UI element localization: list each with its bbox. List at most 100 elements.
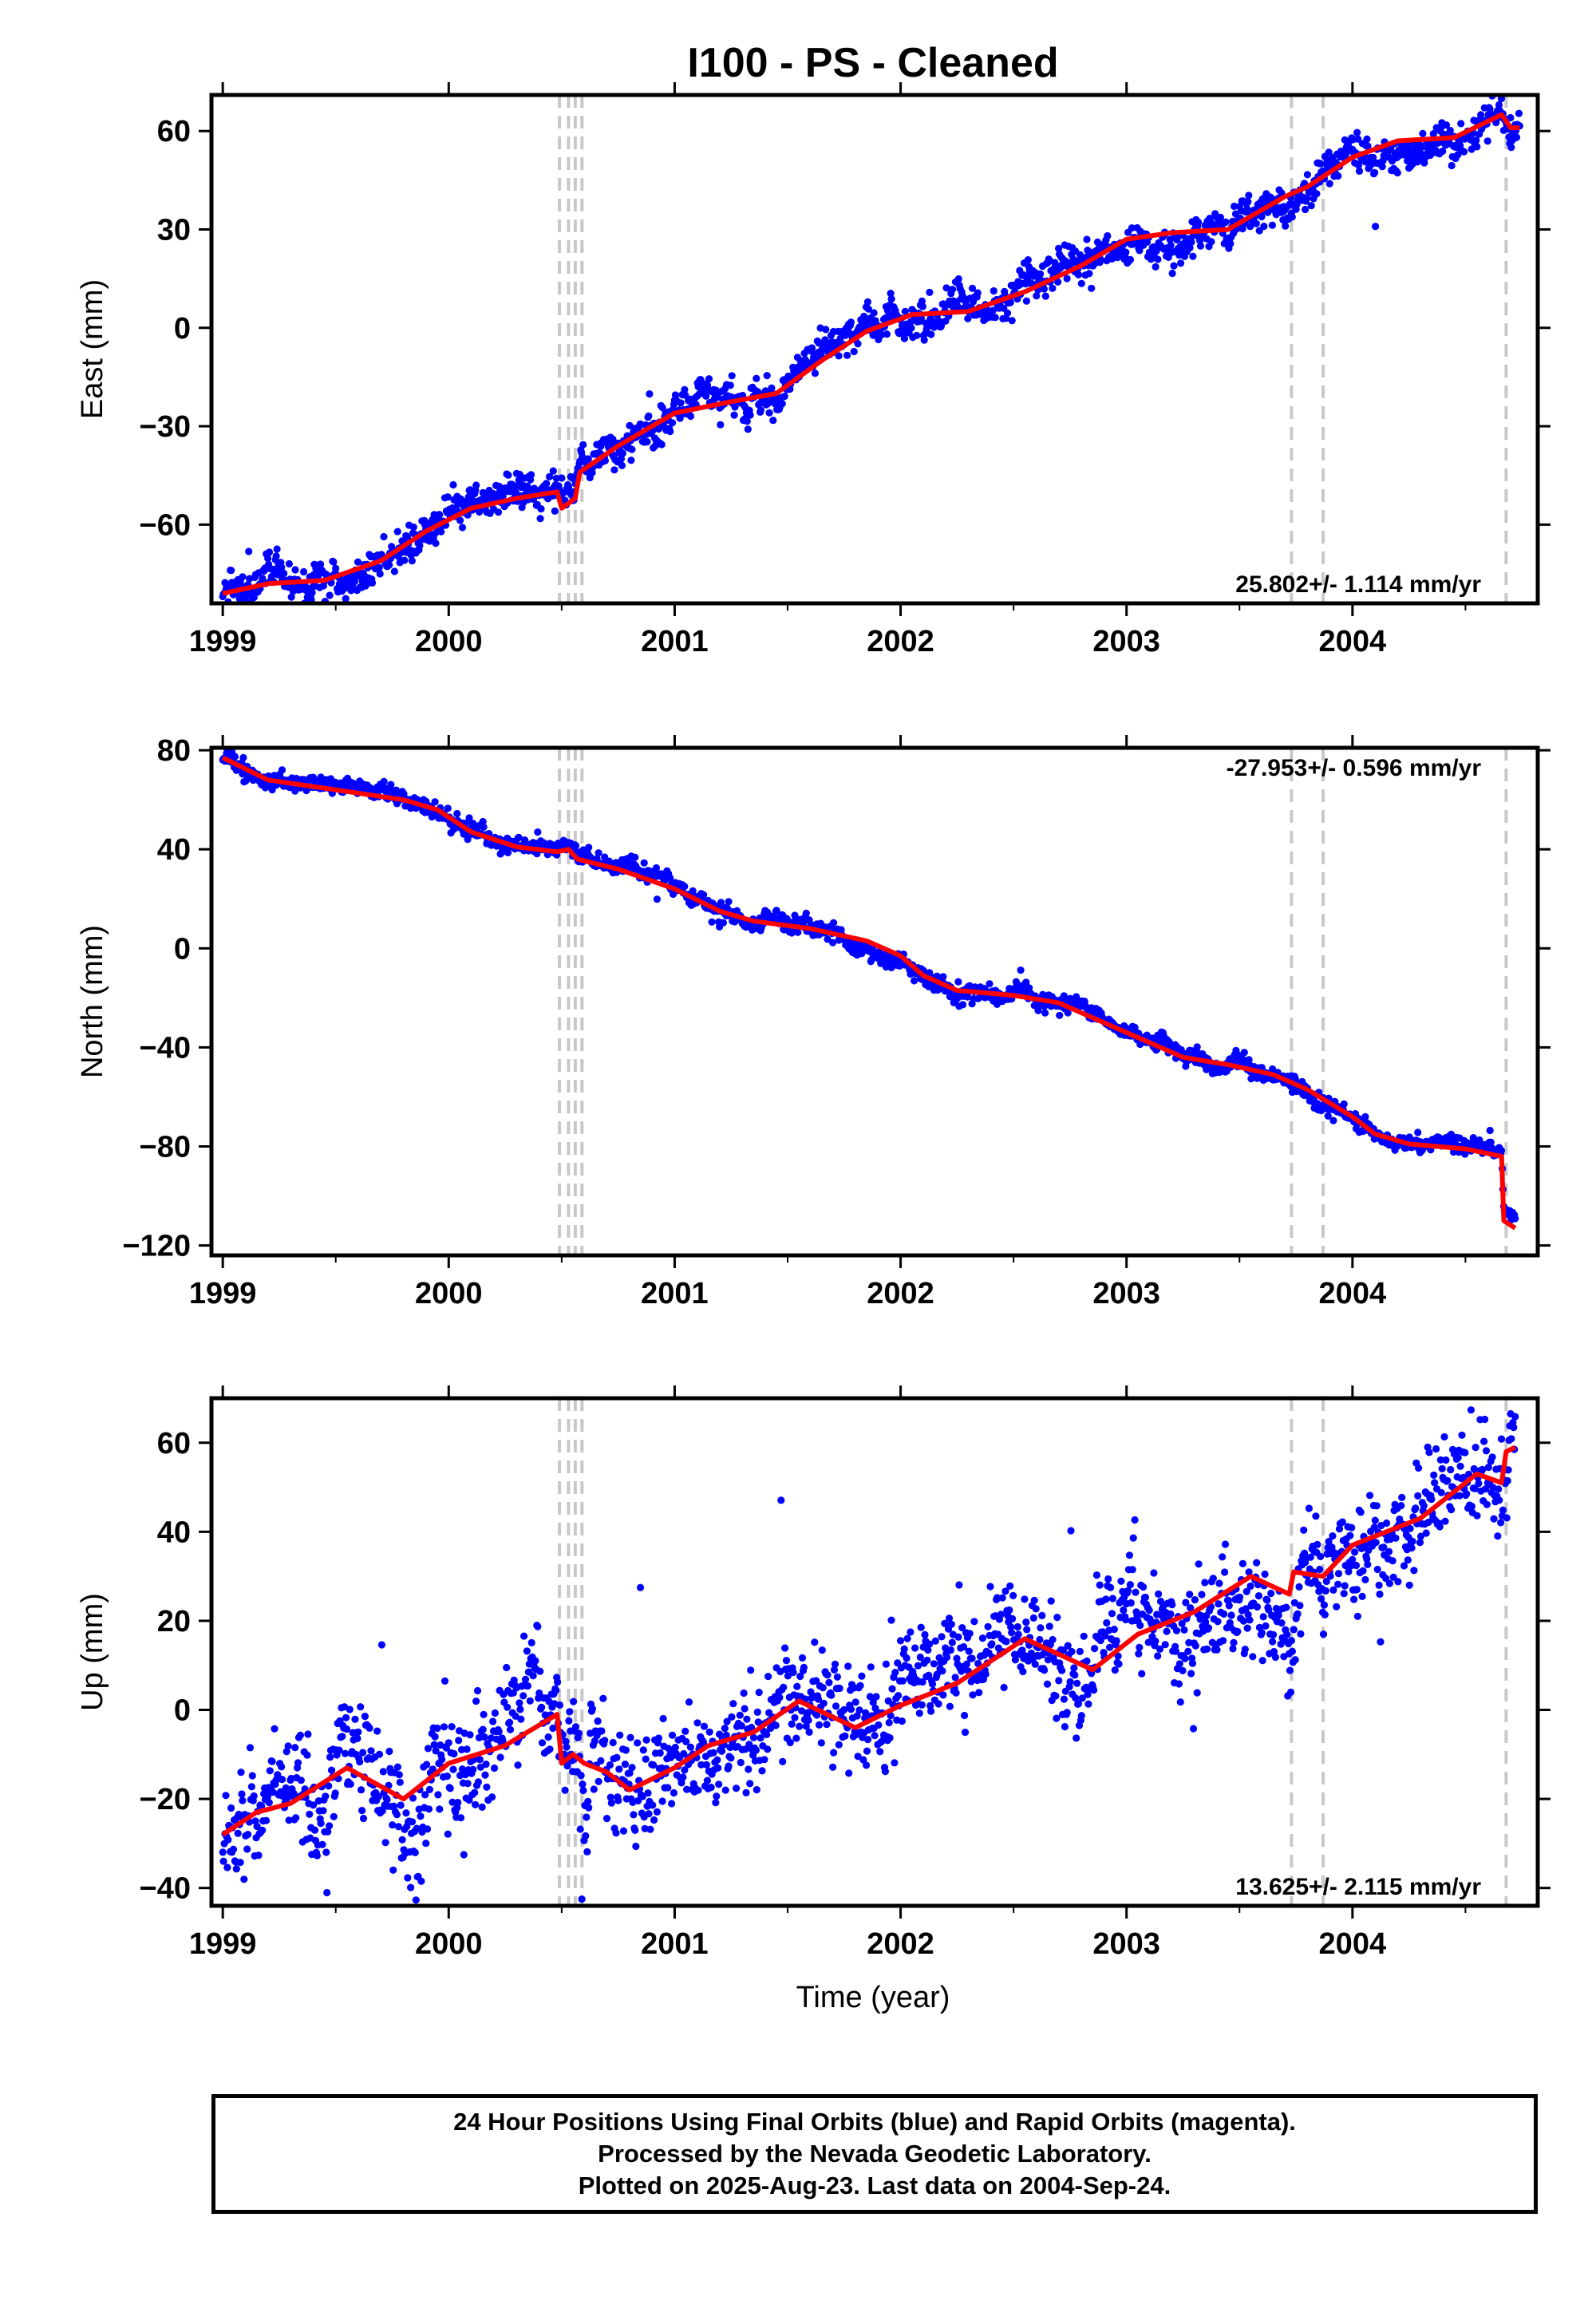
data-point: [815, 1721, 824, 1729]
data-point: [1127, 1599, 1135, 1607]
data-point: [546, 472, 554, 480]
data-point: [907, 324, 915, 332]
data-point: [1132, 1588, 1140, 1596]
data-point: [376, 570, 384, 578]
data-point: [968, 284, 977, 292]
data-point: [448, 1723, 456, 1731]
data-point: [535, 1689, 543, 1697]
data-point: [417, 1877, 425, 1885]
data-point: [969, 1691, 977, 1699]
velocity-rate-label: 25.802+/- 1.114 mm/yr: [1235, 571, 1481, 598]
data-point: [478, 1803, 486, 1811]
data-point: [326, 1822, 334, 1830]
data-point: [1195, 1560, 1203, 1568]
data-point: [331, 1789, 339, 1797]
data-point: [585, 844, 593, 852]
data-point: [887, 295, 895, 303]
data-point: [636, 1583, 645, 1591]
data-point: [1186, 243, 1194, 252]
data-point: [264, 554, 272, 563]
data-point: [1371, 168, 1379, 176]
data-point: [555, 1701, 564, 1709]
data-point: [1155, 1590, 1163, 1598]
data-point: [476, 1756, 484, 1764]
data-point: [1214, 1618, 1222, 1626]
data-point: [938, 1667, 946, 1675]
data-point: [570, 1697, 578, 1705]
data-point: [1175, 1660, 1183, 1668]
data-point: [763, 1730, 771, 1738]
data-point: [1340, 1100, 1348, 1108]
data-point: [421, 1791, 429, 1799]
data-point: [898, 1717, 906, 1725]
data-point: [991, 314, 999, 322]
data-point: [579, 1780, 587, 1788]
data-point: [1291, 1656, 1299, 1664]
data-point: [546, 1745, 554, 1753]
data-point: [796, 1672, 804, 1681]
data-point: [881, 1768, 889, 1776]
data-point: [1007, 1623, 1015, 1631]
data-point: [401, 556, 409, 564]
data-point: [1265, 1606, 1273, 1614]
data-point: [476, 1763, 484, 1771]
data-point: [970, 1618, 978, 1626]
data-point: [1128, 224, 1136, 232]
data-point: [705, 375, 713, 383]
data-point: [1221, 1540, 1230, 1548]
data-point: [802, 909, 810, 917]
data-point: [1355, 167, 1364, 175]
data-point: [1241, 1646, 1249, 1654]
data-point: [437, 528, 445, 536]
data-point: [369, 579, 377, 587]
data-point: [946, 1702, 954, 1710]
data-point: [949, 286, 957, 294]
data-point: [1115, 1660, 1123, 1668]
data-point: [1077, 279, 1085, 287]
data-point: [1024, 256, 1032, 264]
data-point: [265, 548, 274, 556]
data-point: [440, 1677, 449, 1685]
data-point: [578, 1895, 586, 1903]
data-point: [1001, 1587, 1009, 1595]
data-point: [630, 1811, 638, 1819]
data-point: [229, 1845, 238, 1853]
data-point: [544, 1733, 552, 1741]
data-point: [424, 1825, 432, 1833]
data-point: [398, 1836, 406, 1844]
data-point: [449, 1765, 457, 1773]
data-point: [519, 1692, 527, 1700]
data-point: [1261, 1570, 1269, 1579]
data-point: [1131, 1516, 1139, 1524]
data-point: [941, 1619, 949, 1627]
data-point: [1341, 136, 1349, 144]
data-point: [1219, 1637, 1227, 1645]
data-point: [1483, 137, 1491, 145]
data-point: [746, 1780, 754, 1788]
data-point: [1239, 1617, 1247, 1625]
data-point: [899, 1677, 907, 1685]
data-point: [740, 1689, 748, 1697]
data-point: [272, 552, 280, 560]
data-point: [551, 507, 559, 516]
data-point: [1253, 1603, 1262, 1611]
data-point: [772, 907, 780, 915]
data-point: [1009, 1614, 1017, 1622]
data-point: [856, 1682, 864, 1690]
data-point: [1287, 1637, 1295, 1645]
x-tick-label: 2001: [641, 1277, 709, 1310]
data-point: [1135, 1650, 1143, 1658]
data-point: [961, 1711, 969, 1720]
data-point: [458, 1765, 467, 1773]
data-point: [304, 1730, 312, 1738]
data-point: [1271, 1653, 1279, 1662]
data-point: [308, 589, 316, 597]
data-point: [749, 1733, 758, 1741]
panels-group: 1999 2000 2001 2002 2003 200460300−30−60East …: [76, 82, 1551, 1961]
data-point: [721, 1786, 729, 1794]
data-point: [700, 1722, 709, 1730]
data-point: [296, 1731, 304, 1739]
data-point: [1369, 153, 1377, 161]
data-point: [411, 1848, 419, 1856]
data-point: [653, 895, 662, 903]
